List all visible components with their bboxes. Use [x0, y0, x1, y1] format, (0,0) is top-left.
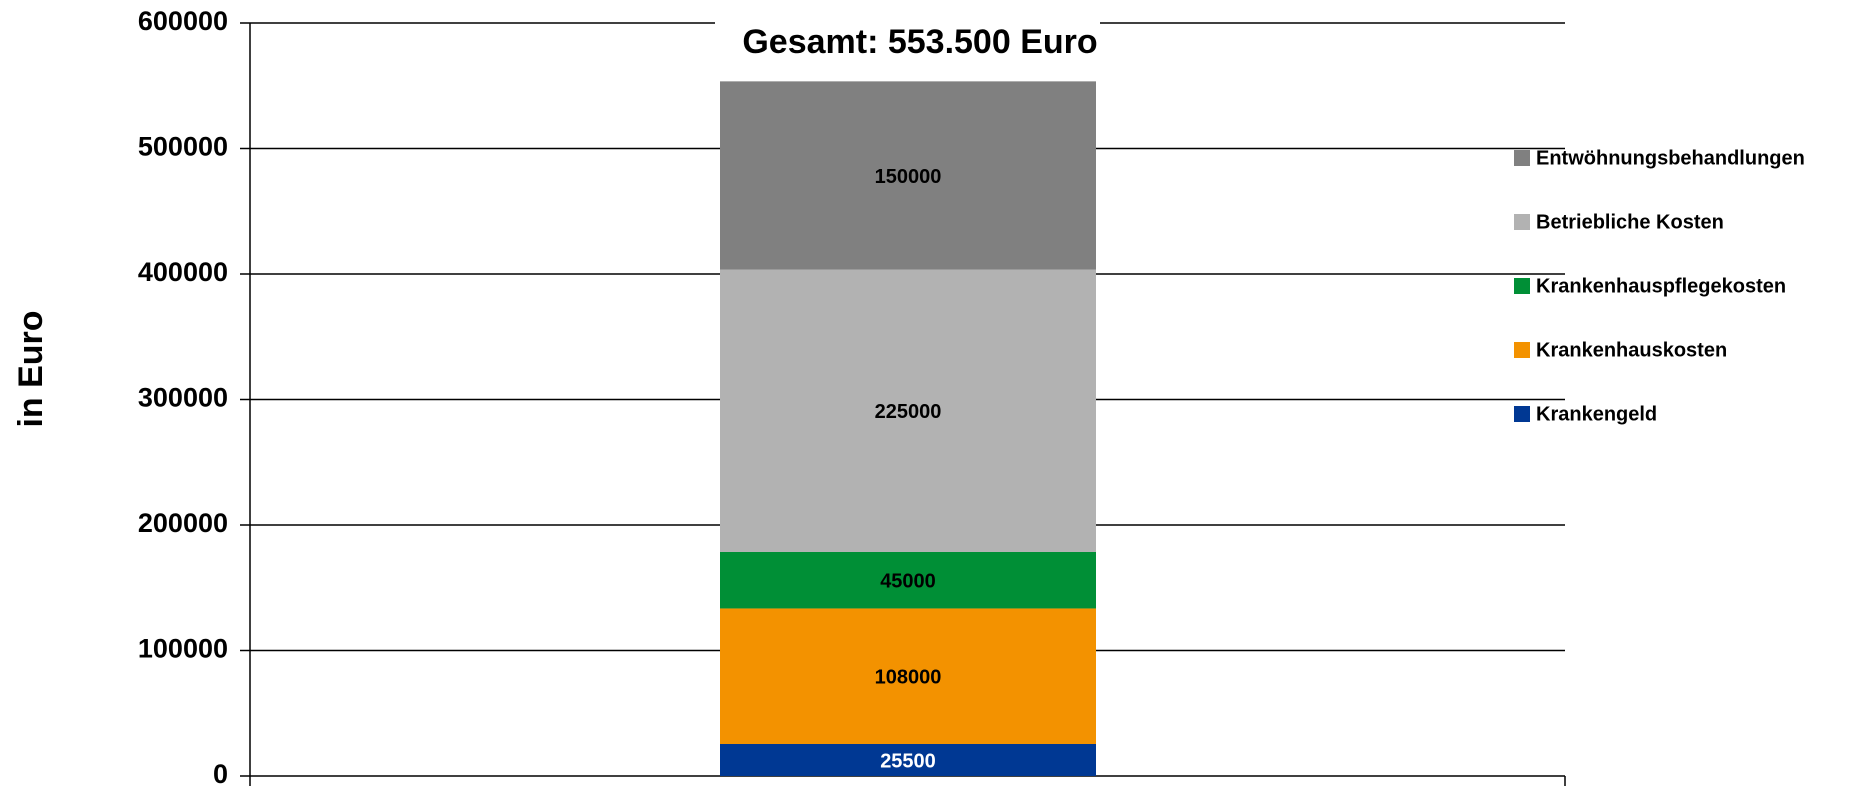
legend-label: Entwöhnungsbehandlungen [1536, 147, 1805, 169]
value-label: 225000 [875, 401, 942, 423]
y-tick-label: 500000 [138, 132, 228, 162]
y-axis-label: in Euro [12, 310, 50, 427]
legend-label: Betriebliche Kosten [1536, 211, 1724, 233]
legend-swatch [1514, 214, 1530, 230]
legend-label: Krankenhauskosten [1536, 339, 1727, 361]
chart-title: Gesamt: 553.500 Euro [742, 23, 1097, 61]
legend-label: Krankengeld [1536, 403, 1657, 425]
y-tick-label: 0 [213, 759, 228, 787]
y-tick-label: 100000 [138, 634, 228, 664]
legend-swatch [1514, 406, 1530, 422]
legend-label: Krankenhauspflegekosten [1536, 275, 1786, 297]
value-label: 108000 [875, 667, 942, 689]
y-tick-label: 300000 [138, 383, 228, 413]
bar-segment [720, 743, 1096, 776]
y-tick-label: 600000 [138, 6, 228, 36]
y-tick-label: 200000 [138, 508, 228, 538]
bar-segment [720, 551, 1096, 609]
bar-segment [720, 269, 1096, 552]
legend-swatch [1514, 150, 1530, 166]
y-tick-label: 400000 [138, 257, 228, 287]
bar-segment [720, 608, 1096, 744]
value-label: 25500 [880, 750, 936, 772]
bar-segment [720, 81, 1096, 270]
legend-swatch [1514, 278, 1530, 294]
legend-swatch [1514, 342, 1530, 358]
value-label: 150000 [875, 166, 942, 188]
title-background [715, 21, 1100, 65]
value-label: 45000 [880, 571, 936, 593]
